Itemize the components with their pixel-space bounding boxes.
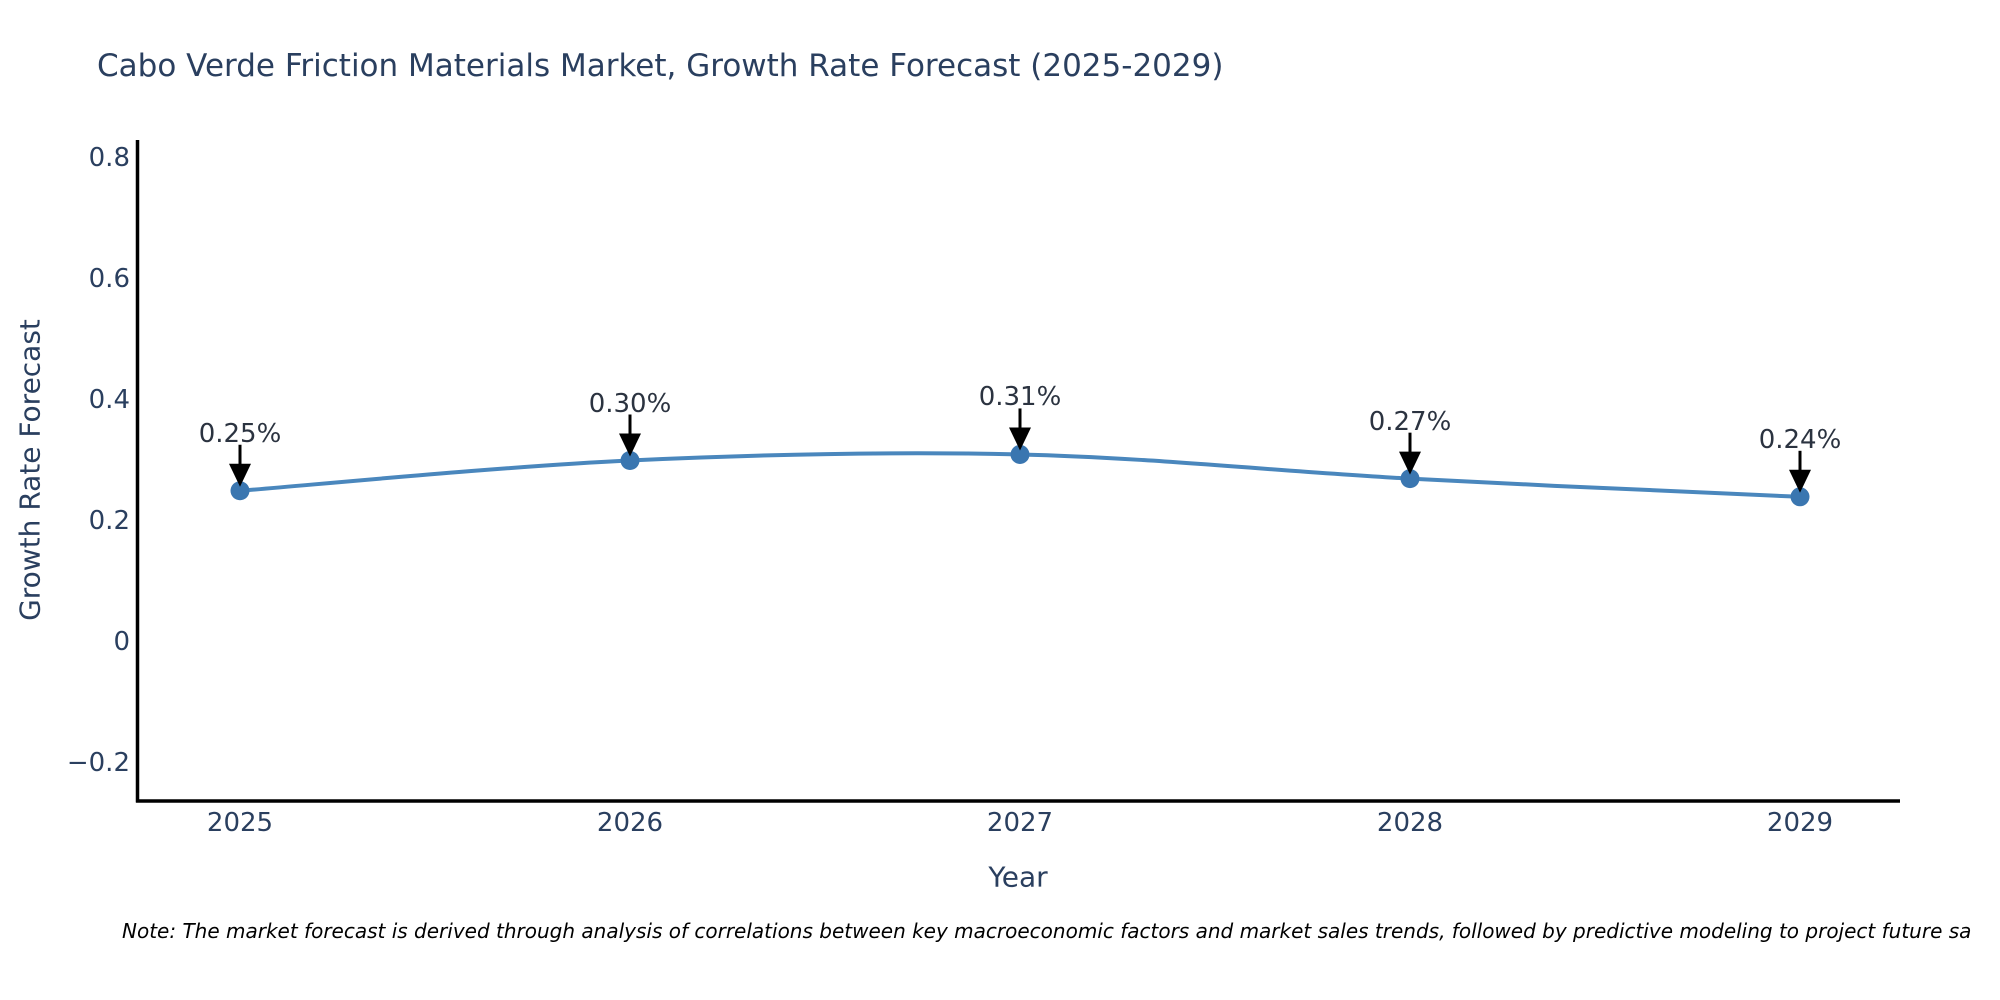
y-tick-label: −0.2 — [66, 748, 130, 778]
x-tick-label: 2029 — [1766, 808, 1834, 838]
annotation-arrowhead-icon — [1399, 451, 1421, 475]
annotation-arrowhead-icon — [229, 463, 251, 487]
y-tick-label: 0 — [113, 627, 130, 657]
x-tick-label: 2026 — [596, 808, 664, 838]
annotation-arrowhead-icon — [619, 433, 641, 457]
point-annotation: 0.24% — [1758, 424, 1842, 455]
data-point-marker[interactable] — [620, 451, 640, 470]
y-tick-label: 0.8 — [88, 143, 130, 173]
x-tick-label: 2028 — [1376, 808, 1444, 838]
point-annotation: 0.27% — [1368, 406, 1452, 437]
point-annotation: 0.30% — [588, 388, 672, 419]
data-point-marker[interactable] — [230, 481, 250, 501]
x-tick-label: 2025 — [206, 808, 274, 838]
y-tick-label: 0.4 — [88, 385, 130, 415]
x-tick-label: 2027 — [986, 808, 1054, 838]
annotation-arrowhead-icon — [1009, 427, 1031, 451]
annotation-arrowhead-icon — [1789, 469, 1811, 493]
point-annotation: 0.25% — [198, 418, 282, 449]
x-axis-title: Year — [988, 860, 1048, 894]
y-tick-label: 0.6 — [88, 264, 130, 294]
y-tick-label: 0.2 — [88, 506, 130, 536]
data-point-marker[interactable] — [1790, 487, 1810, 507]
data-point-marker[interactable] — [1400, 469, 1420, 489]
data-point-marker[interactable] — [1010, 444, 1030, 464]
footnote: Note: The market forecast is derived thr… — [122, 919, 1972, 943]
chart-title: Cabo Verde Friction Materials Market, Gr… — [97, 48, 1224, 84]
point-annotation: 0.31% — [978, 382, 1062, 413]
